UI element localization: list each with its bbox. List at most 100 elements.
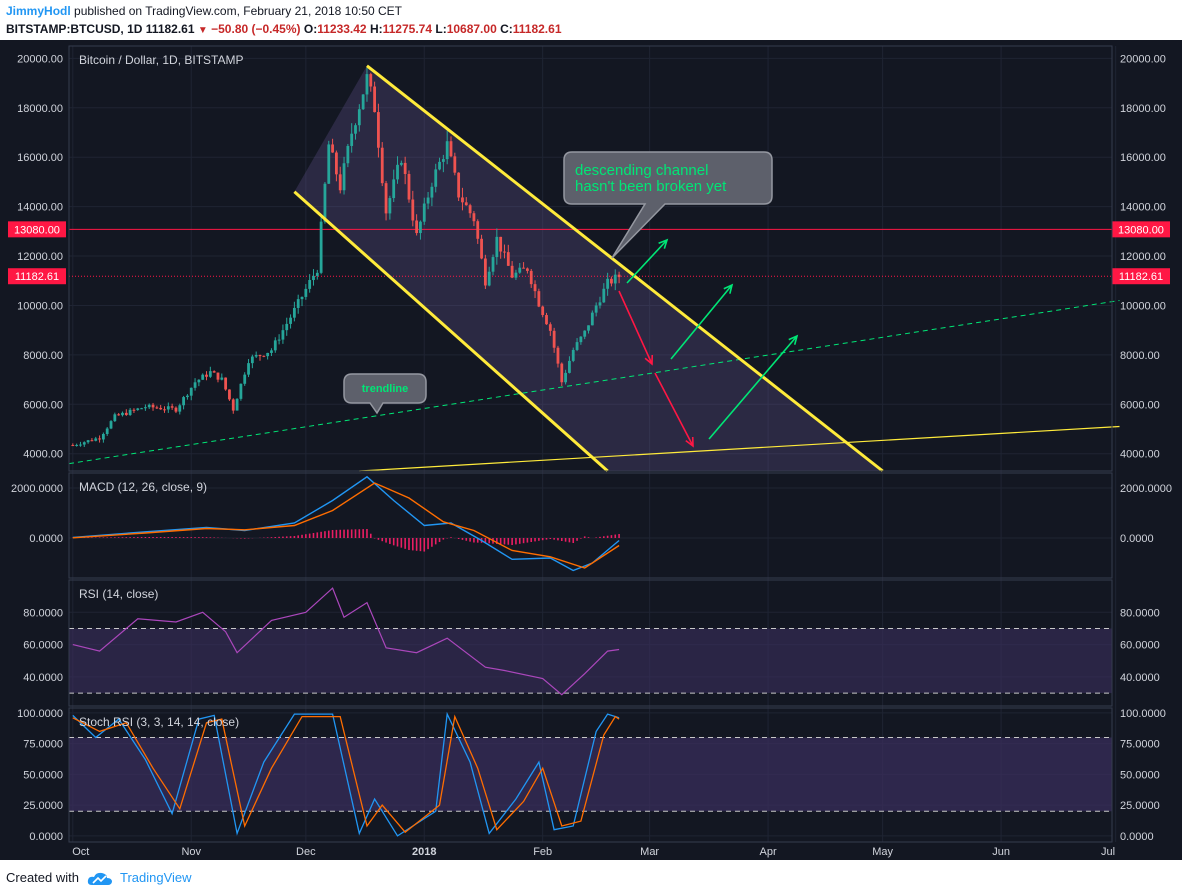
created-with-text: Created with bbox=[6, 870, 79, 885]
y-tick-label-left: 6000.00 bbox=[23, 399, 63, 411]
x-tick-label: Feb bbox=[533, 846, 552, 858]
candle-body bbox=[262, 355, 266, 357]
candle-body bbox=[186, 395, 189, 398]
y-tick-label-right: 50.0000 bbox=[1120, 769, 1160, 781]
candle-body bbox=[357, 109, 361, 126]
candle-body bbox=[468, 205, 472, 214]
y-tick-label-left: 0.0000 bbox=[29, 831, 63, 843]
candle-body bbox=[94, 438, 98, 441]
candle-body bbox=[419, 221, 422, 234]
candle-body bbox=[476, 221, 480, 239]
candle-body bbox=[327, 144, 331, 184]
y-tick-label-left: 10000.00 bbox=[17, 300, 63, 312]
close-label: C: bbox=[500, 22, 513, 36]
arrow-down-1 bbox=[618, 290, 653, 365]
candle-body bbox=[90, 440, 94, 442]
pane-border bbox=[68, 472, 1113, 579]
last-price: 11182.61 bbox=[145, 22, 195, 36]
candle-body bbox=[503, 251, 506, 253]
candle-body bbox=[522, 267, 525, 269]
y-tick-label-right: 75.0000 bbox=[1120, 739, 1160, 751]
candle-body bbox=[396, 164, 399, 180]
x-tick-label: Oct bbox=[72, 846, 89, 858]
callout-channel-text: hasn't been broken yet bbox=[575, 178, 727, 195]
stoch-band bbox=[69, 737, 1112, 812]
x-tick-label: Jun bbox=[992, 846, 1010, 858]
y-tick-label-left: 50.0000 bbox=[23, 769, 63, 781]
x-tick-label: Jul bbox=[1101, 846, 1115, 858]
candle-body bbox=[434, 169, 438, 187]
y-tick-label-left: 20000.00 bbox=[17, 53, 63, 65]
candle-body bbox=[113, 414, 117, 422]
candle-body bbox=[399, 162, 403, 165]
candle-body bbox=[350, 133, 354, 146]
macd-signal-line bbox=[72, 482, 620, 569]
x-tick-label: Apr bbox=[759, 846, 776, 858]
candle-body bbox=[606, 278, 610, 289]
ohlc-line: BITSTAMP:BTCUSD, 1D 11182.61 ▼ −50.80 (−… bbox=[6, 22, 562, 36]
candle-body bbox=[201, 374, 205, 380]
candle-body bbox=[216, 372, 220, 380]
candle-body bbox=[98, 438, 101, 440]
arrow-down-1-head bbox=[644, 354, 654, 366]
candle-body bbox=[338, 174, 342, 191]
stoch-k-line bbox=[72, 711, 620, 837]
candle-body bbox=[193, 382, 197, 388]
candle-body bbox=[441, 159, 445, 162]
rsi-band bbox=[69, 628, 1112, 694]
candle-body bbox=[491, 257, 495, 272]
candle-body bbox=[197, 379, 201, 383]
candle-body bbox=[128, 409, 132, 415]
candle-body bbox=[258, 355, 262, 357]
candle-body bbox=[266, 352, 270, 357]
candle-body bbox=[117, 414, 121, 416]
x-tick-label: Mar bbox=[640, 846, 659, 858]
candle-body bbox=[590, 312, 594, 326]
candle-body bbox=[308, 280, 312, 289]
candle-body bbox=[235, 398, 239, 411]
candle-body bbox=[342, 163, 346, 191]
candle-body bbox=[277, 339, 281, 341]
y-tick-label-right: 4000.00 bbox=[1120, 449, 1160, 461]
y-tick-label-left: 8000.00 bbox=[23, 350, 63, 362]
y-tick-label-right: 8000.00 bbox=[1120, 350, 1160, 362]
channel-lower-line bbox=[293, 190, 609, 473]
tradingview-cloud-icon bbox=[87, 872, 112, 885]
close-value: 11182.61 bbox=[512, 22, 562, 36]
candle-body bbox=[285, 323, 289, 331]
last-price-tag-right: 11182.61 bbox=[1119, 271, 1163, 283]
arrow-up-2 bbox=[670, 284, 733, 360]
candle-body bbox=[205, 374, 208, 377]
candle-body bbox=[174, 407, 178, 412]
candle-body bbox=[556, 347, 560, 364]
last-price-tag-right-box bbox=[1112, 268, 1170, 285]
chart-canvas[interactable]: 13080.00 13080.00 11182.61 11182.61 descendi… bbox=[0, 40, 1182, 870]
candle-body bbox=[354, 125, 357, 134]
candle-body bbox=[411, 199, 415, 221]
y-tick-label-right: 12000.00 bbox=[1120, 251, 1166, 263]
candle-body bbox=[208, 371, 212, 377]
candle-body bbox=[319, 221, 323, 273]
candle-body bbox=[231, 399, 235, 411]
candle-body bbox=[533, 284, 537, 292]
candle-body bbox=[392, 179, 396, 199]
y-tick-label-left: 60.0000 bbox=[23, 640, 63, 652]
candle-body bbox=[510, 265, 514, 278]
candle-body bbox=[548, 324, 552, 331]
arrow-up-breakout-head bbox=[658, 238, 669, 249]
candle-body bbox=[495, 236, 499, 258]
tradingview-link[interactable]: TradingView bbox=[120, 870, 192, 885]
candle-body bbox=[594, 305, 598, 313]
x-tick-label: 2018 bbox=[412, 846, 436, 858]
arrow-down-2 bbox=[654, 372, 694, 447]
candle-body bbox=[250, 356, 254, 364]
author-link[interactable]: JimmyHodl bbox=[6, 4, 71, 18]
candle-body bbox=[335, 152, 338, 175]
publish-info: published on TradingView.com, February 2… bbox=[74, 4, 403, 18]
candle-body bbox=[483, 258, 487, 286]
down-triangle-icon: ▼ bbox=[197, 25, 208, 36]
candle-body bbox=[426, 197, 430, 204]
callout-channel-bubble bbox=[563, 151, 773, 259]
candle-body bbox=[461, 197, 464, 203]
candle-body bbox=[101, 433, 105, 440]
